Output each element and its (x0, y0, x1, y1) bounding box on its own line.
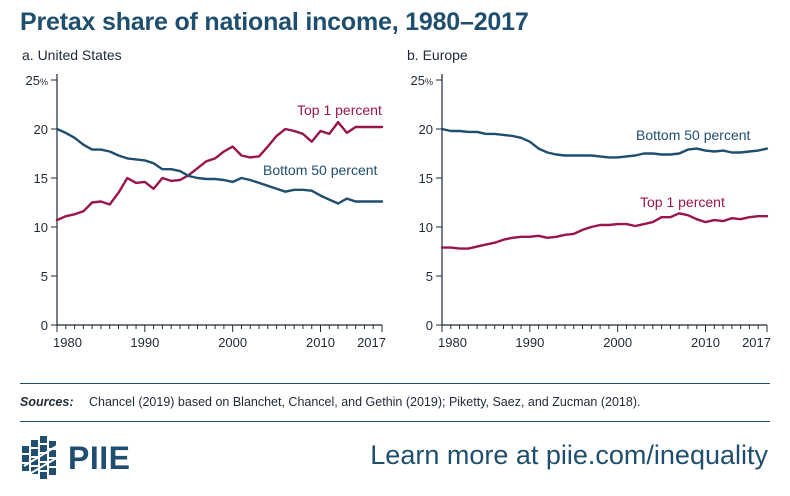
y-tick-label: 5 (41, 269, 48, 284)
x-tick-label: 2000 (603, 335, 632, 350)
y-tick-label: 20 (34, 122, 48, 137)
y-tick-label: 0 (41, 318, 48, 333)
series-label: Top 1 percent (640, 194, 725, 210)
y-tick-label: 5 (426, 269, 433, 284)
sources-text: Chancel (2019) based on Blanchet, Chance… (88, 395, 641, 409)
series-label: Bottom 50 percent (263, 162, 378, 178)
x-tick-label: 1980 (53, 335, 82, 350)
x-tick-label: 2017 (357, 335, 386, 350)
y-tick-label: 20 (419, 122, 433, 137)
logo-text: PIIE (68, 440, 131, 476)
x-tick-label: 2000 (218, 335, 247, 350)
sources-note: Sources: Chancel (2019) based on Blanche… (20, 395, 640, 409)
x-tick-label: 2010 (306, 335, 335, 350)
panel-label-us: a. United States (22, 47, 122, 63)
piie-logo-icon (22, 436, 61, 479)
y-tick-label: 15 (419, 171, 433, 186)
series-line-top-1-percent (440, 212, 769, 250)
y-tick-label: 25% (26, 73, 48, 88)
x-tick-label: 1990 (515, 335, 544, 350)
divider-top (20, 383, 770, 384)
series-line-bottom-50-percent (55, 127, 384, 205)
divider-bottom (20, 421, 770, 422)
series-line-bottom-50-percent (440, 127, 769, 159)
page-title: Pretax share of national income, 1980–20… (20, 8, 529, 36)
y-tick-label: 10 (34, 220, 48, 235)
series-label: Bottom 50 percent (636, 127, 751, 143)
learn-more-link[interactable]: Learn more at piie.com/inequality (370, 440, 768, 470)
sources-label: Sources: (20, 395, 74, 409)
series-line-top-1-percent (55, 120, 384, 222)
y-tick-label: 15 (34, 171, 48, 186)
series-label: Top 1 percent (297, 102, 382, 118)
x-tick-label: 2010 (691, 335, 720, 350)
y-tick-label: 25% (411, 73, 433, 88)
x-tick-label: 1990 (130, 335, 159, 350)
y-tick-label: 10 (419, 220, 433, 235)
chart-europe: 0 5 10 15 20 25% 1980 1990 2000 2010 2017 Bottom 50… (411, 73, 771, 350)
x-tick-label: 2017 (742, 335, 771, 350)
y-tick-label: 0 (426, 318, 433, 333)
chart-us: 0 5 10 15 20 25% 1980 1990 2000 2010 2017 Top 1 per… (26, 73, 386, 350)
panel-label-europe: b. Europe (407, 47, 468, 63)
x-tick-label: 1980 (438, 335, 467, 350)
